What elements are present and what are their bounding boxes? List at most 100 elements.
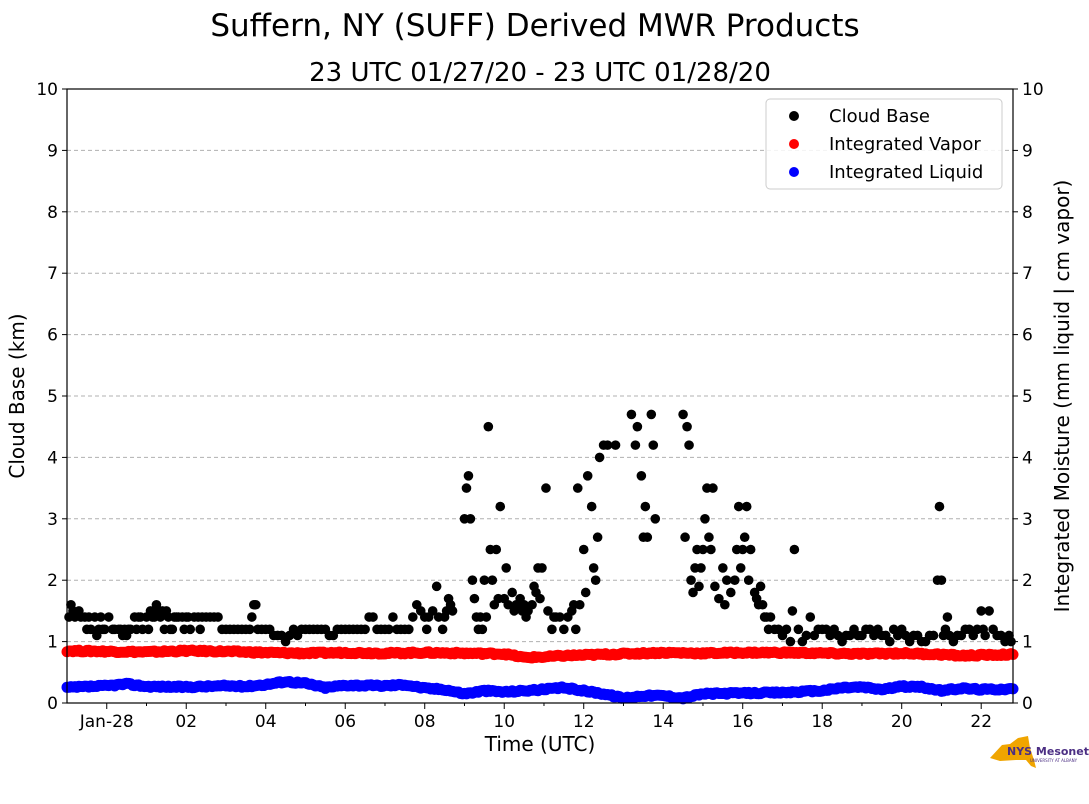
data-point — [741, 501, 752, 512]
y-tick-label: 7 — [47, 264, 58, 284]
y-tick-label-right: 6 — [1022, 326, 1033, 346]
data-point — [737, 544, 748, 555]
chart-title: Suffern, NY (SUFF) Derived MWR Products — [210, 8, 859, 44]
y-tick-label-right: 8 — [1022, 203, 1033, 223]
data-point — [678, 409, 688, 420]
y-tick-label-right: 2 — [1022, 571, 1033, 591]
data-point — [793, 624, 804, 635]
data-point — [592, 532, 603, 543]
y-tick-label: 9 — [47, 141, 58, 161]
data-point — [710, 581, 720, 592]
y-tick-label-right: 5 — [1022, 387, 1033, 407]
data-point — [245, 624, 255, 635]
data-point — [646, 409, 657, 420]
data-point — [984, 606, 994, 616]
data-point — [477, 624, 488, 635]
data-point — [541, 483, 551, 493]
data-point — [185, 624, 196, 635]
y-tick-label: 3 — [47, 510, 58, 530]
x-tick-label: 04 — [255, 712, 277, 732]
legend: Cloud Base Integrated Vapor Integrated L… — [765, 98, 1003, 190]
data-point — [729, 575, 740, 585]
data-point — [491, 544, 502, 555]
data-point — [626, 409, 637, 420]
data-point — [636, 471, 647, 481]
data-point — [594, 452, 605, 463]
data-point — [745, 544, 756, 555]
series-integrated-liquid — [61, 675, 1019, 705]
x-tick-label: Jan-28 — [79, 712, 134, 732]
data-point — [427, 606, 438, 616]
data-point — [421, 624, 432, 635]
data-point — [640, 501, 651, 512]
data-point — [725, 587, 736, 598]
data-point — [928, 630, 939, 641]
data-point — [801, 630, 812, 641]
data-point — [213, 612, 223, 622]
data-point — [195, 624, 205, 635]
data-point — [735, 563, 746, 573]
data-point — [479, 575, 490, 585]
data-point — [99, 624, 110, 635]
legend-label-integrated-vapor: Integrated Vapor — [829, 134, 981, 155]
data-point — [103, 612, 114, 622]
data-point — [684, 440, 694, 450]
data-point — [461, 483, 472, 493]
data-point — [590, 575, 601, 585]
data-point — [487, 575, 498, 585]
legend-marker-integrated-vapor — [789, 139, 799, 149]
data-point — [447, 606, 458, 616]
data-point — [437, 624, 448, 635]
y-tick-label: 1 — [47, 633, 58, 653]
data-point — [467, 575, 478, 585]
data-point — [95, 612, 106, 622]
data-point — [765, 612, 776, 622]
legend-label-cloud-base: Cloud Base — [829, 106, 930, 127]
data-point — [688, 587, 698, 598]
y-tick-label-right: 3 — [1022, 510, 1033, 530]
data-point — [555, 612, 565, 622]
y-axis-right: 0 1 2 3 4 5 6 7 8 9 10 — [1013, 80, 1044, 714]
data-point — [698, 544, 708, 555]
data-point — [610, 440, 621, 450]
y-tick-label: 6 — [47, 326, 58, 346]
data-point — [535, 593, 545, 604]
data-point — [884, 636, 895, 647]
data-point — [469, 593, 480, 604]
x-axis-label: Time (UTC) — [484, 732, 596, 756]
data-point — [642, 532, 653, 543]
x-tick-label: 22 — [970, 712, 992, 732]
data-point — [588, 563, 599, 573]
data-point — [789, 544, 800, 555]
data-point — [934, 501, 945, 512]
y-tick-label: 2 — [47, 571, 58, 591]
data-point — [167, 624, 178, 635]
x-axis: Jan-28 02 04 06 08 10 12 14 16 18 20 22 — [79, 703, 992, 732]
y-tick-label: 0 — [47, 694, 58, 714]
data-point — [527, 599, 537, 610]
data-point — [942, 612, 953, 622]
data-point — [580, 587, 591, 598]
data-point — [648, 440, 659, 450]
data-point — [388, 612, 398, 622]
data-point — [465, 514, 476, 524]
data-point — [787, 606, 798, 616]
data-point — [586, 501, 597, 512]
data-point — [483, 421, 494, 432]
data-point — [704, 532, 714, 543]
x-tick-label: 16 — [732, 712, 754, 732]
y-tick-label: 5 — [47, 387, 58, 407]
data-point — [980, 630, 990, 641]
data-point — [574, 599, 585, 610]
x-tick-label: 14 — [652, 712, 674, 732]
data-point — [694, 581, 704, 592]
data-point — [718, 563, 728, 573]
data-point — [650, 514, 661, 524]
x-tick-label: 02 — [175, 712, 197, 732]
data-point — [686, 575, 696, 585]
data-point — [714, 593, 724, 604]
y-tick-label: 10 — [36, 80, 58, 100]
data-point — [559, 624, 569, 635]
series-integrated-vapor — [61, 644, 1019, 664]
